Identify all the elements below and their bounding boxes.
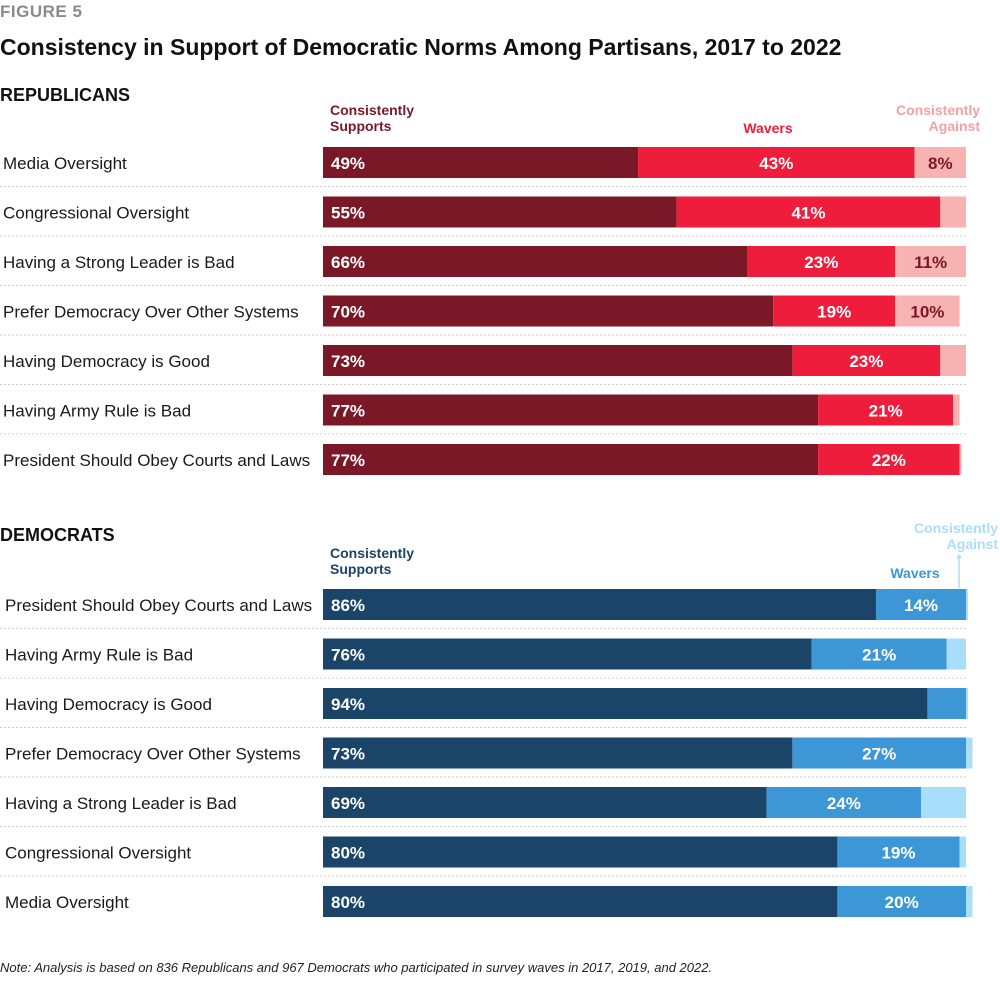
republicans-category-label-having-army-rule-is-bad: Having Army Rule is Bad: [3, 402, 191, 421]
republicans-bar-president-should-obey-courts-and-laws-wavers: [818, 444, 960, 475]
democrats-value-label-president-should-obey-courts-and-laws-consistently-supports: 86%: [331, 596, 365, 615]
republicans-bar-having-army-rule-is-bad-wavers: [818, 394, 954, 426]
republicans-bar-having-democracy-is-good-wavers: [792, 345, 941, 376]
democrats-bar-having-army-rule-is-bad-consistently-against: [946, 638, 966, 670]
democrats-value-label-media-oversight-wavers: 20%: [885, 893, 919, 912]
figure-label: FIGURE 5: [0, 2, 83, 21]
republicans-value-label-prefer-democracy-over-other-systems-consistently-supports: 70%: [331, 303, 365, 322]
republicans-value-label-president-should-obey-courts-and-laws-wavers: 22%: [872, 451, 906, 470]
chart-title: Consistency in Support of Democratic Nor…: [0, 34, 842, 60]
republicans-bar-having-democracy-is-good-consistently-supports: [323, 345, 793, 376]
democrats-value-label-having-a-strong-leader-is-bad-consistently-supports: 69%: [331, 794, 365, 813]
democrats-section-title: DEMOCRATS: [0, 525, 115, 545]
republicans-value-label-media-oversight-wavers: 43%: [759, 154, 793, 173]
democrats-bar-having-democracy-is-good-consistently-supports: [323, 688, 928, 719]
republicans-value-label-having-army-rule-is-bad-consistently-supports: 77%: [331, 402, 365, 421]
democrats-category-label-having-democracy-is-good: Having Democracy is Good: [5, 695, 212, 714]
democrats-bar-prefer-democracy-over-other-systems-wavers: [792, 737, 966, 769]
democrats-value-label-having-army-rule-is-bad-wavers: 21%: [862, 646, 896, 665]
democrats-value-label-having-a-strong-leader-is-bad-wavers: 24%: [827, 794, 861, 813]
democrats-bar-having-democracy-is-good-wavers: [927, 688, 966, 719]
democrats-category-label-prefer-democracy-over-other-systems: Prefer Democracy Over Other Systems: [5, 745, 301, 764]
republicans-value-label-president-should-obey-courts-and-laws-consistently-supports: 77%: [331, 451, 365, 470]
republicans-value-label-media-oversight-consistently-supports: 49%: [331, 154, 365, 173]
democrats-category-label-having-army-rule-is-bad: Having Army Rule is Bad: [5, 646, 193, 665]
republicans-bar-prefer-democracy-over-other-systems-consistently-supports: [323, 295, 774, 327]
republicans-value-label-prefer-democracy-over-other-systems-consistently-against: 10%: [910, 303, 944, 322]
republicans-bar-president-should-obey-courts-and-laws-consistently-against: [959, 444, 962, 475]
democrats-bar-president-should-obey-courts-and-laws-consistently-supports: [323, 589, 876, 620]
democrats-against-leader-dot: [957, 555, 961, 559]
democrats-bar-president-should-obey-courts-and-laws-wavers: [875, 589, 966, 620]
democrats-bar-having-a-strong-leader-is-bad-consistently-against: [920, 787, 966, 818]
democrats-bar-media-oversight-consistently-supports: [323, 886, 838, 917]
republicans-bar-media-oversight-wavers: [638, 147, 915, 178]
democrats-value-label-congressional-oversight-wavers: 19%: [881, 844, 915, 863]
republicans-category-label-prefer-democracy-over-other-systems: Prefer Democracy Over Other Systems: [3, 303, 299, 322]
republicans-value-label-congressional-oversight-wavers: 41%: [791, 204, 825, 223]
democrats-value-label-media-oversight-consistently-supports: 80%: [331, 893, 365, 912]
republicans-bar-president-should-obey-courts-and-laws-consistently-supports: [323, 444, 819, 475]
republicans-legend-consistently-against: Consistently Against: [896, 102, 980, 134]
democrats-category-label-media-oversight: Media Oversight: [5, 893, 129, 912]
republicans-bar-media-oversight-consistently-supports: [323, 147, 639, 178]
democrats-bar-media-oversight-wavers: [837, 886, 966, 917]
republicans-value-label-having-a-strong-leader-is-bad-consistently-against: 11%: [914, 253, 947, 272]
democrats-category-label-having-a-strong-leader-is-bad: Having a Strong Leader is Bad: [5, 794, 237, 813]
republicans-bar-having-army-rule-is-bad-consistently-supports: [323, 394, 819, 426]
democrats-bar-congressional-oversight-consistently-supports: [323, 836, 838, 868]
democrats-bar-congressional-oversight-wavers: [837, 836, 960, 868]
republicans-value-label-media-oversight-consistently-against: 8%: [928, 154, 953, 173]
republicans-bar-having-a-strong-leader-is-bad-consistently-against: [895, 246, 966, 277]
footnote: Note: Analysis is based on 836 Republica…: [0, 960, 713, 975]
democrats-bar-prefer-democracy-over-other-systems-consistently-against: [966, 737, 973, 769]
republicans-category-label-having-a-strong-leader-is-bad: Having a Strong Leader is Bad: [3, 253, 235, 272]
republicans-value-label-having-democracy-is-good-wavers: 23%: [849, 352, 883, 371]
republicans-bar-congressional-oversight-consistently-against: [940, 196, 966, 228]
republicans-category-label-having-democracy-is-good: Having Democracy is Good: [3, 352, 210, 371]
democrats-bar-having-a-strong-leader-is-bad-wavers: [766, 787, 921, 818]
democrats-value-label-president-should-obey-courts-and-laws-wavers: 14%: [904, 596, 938, 615]
democrats-category-label-president-should-obey-courts-and-laws: President Should Obey Courts and Laws: [5, 596, 312, 615]
republicans-category-label-media-oversight: Media Oversight: [3, 154, 127, 173]
democrats-bar-media-oversight-consistently-against: [966, 886, 973, 917]
republicans-bar-having-army-rule-is-bad-consistently-against: [953, 394, 960, 426]
democrats-legend-wavers: Wavers: [890, 565, 940, 581]
democrats-legend-consistently-against: Consistently Against: [914, 520, 998, 552]
democrats-value-label-prefer-democracy-over-other-systems-wavers: 27%: [862, 745, 896, 764]
republicans-bar-congressional-oversight-consistently-supports: [323, 196, 677, 228]
republicans-bar-having-a-strong-leader-is-bad-consistently-supports: [323, 246, 748, 277]
republicans-legend-wavers: Wavers: [743, 120, 793, 136]
democrats-bar-having-army-rule-is-bad-wavers: [811, 638, 947, 670]
democrats-bar-president-should-obey-courts-and-laws-consistently-against: [966, 589, 968, 620]
republicans-category-label-congressional-oversight: Congressional Oversight: [3, 204, 189, 223]
democrats-bar-prefer-democracy-over-other-systems-consistently-supports: [323, 737, 793, 769]
democrats-bar-having-army-rule-is-bad-consistently-supports: [323, 638, 812, 670]
republicans-value-label-having-democracy-is-good-consistently-supports: 73%: [331, 352, 365, 371]
democrats-value-label-having-army-rule-is-bad-consistently-supports: 76%: [331, 646, 365, 665]
republicans-value-label-having-a-strong-leader-is-bad-consistently-supports: 66%: [331, 253, 365, 272]
republicans-bar-having-democracy-is-good-consistently-against: [940, 345, 966, 376]
democrats-legend-consistently-supports: Consistently Supports: [330, 545, 414, 577]
republicans-section-title: REPUBLICANS: [0, 85, 131, 105]
republicans-bar-prefer-democracy-over-other-systems-wavers: [773, 295, 896, 327]
republicans-bar-prefer-democracy-over-other-systems-consistently-against: [895, 295, 960, 327]
republicans-value-label-congressional-oversight-consistently-supports: 55%: [331, 204, 365, 223]
democrats-category-label-congressional-oversight: Congressional Oversight: [5, 844, 191, 863]
republicans-category-label-president-should-obey-courts-and-laws: President Should Obey Courts and Laws: [3, 451, 310, 470]
democrats-bar-having-a-strong-leader-is-bad-consistently-supports: [323, 787, 767, 818]
democrats-bar-having-democracy-is-good-consistently-against: [966, 688, 968, 719]
democrats-value-label-congressional-oversight-consistently-supports: 80%: [331, 844, 365, 863]
republicans-value-label-prefer-democracy-over-other-systems-wavers: 19%: [817, 303, 851, 322]
republicans-legend-consistently-supports: Consistently Supports: [330, 102, 414, 134]
republicans-value-label-having-army-rule-is-bad-wavers: 21%: [869, 402, 903, 421]
republicans-bar-having-a-strong-leader-is-bad-wavers: [747, 246, 896, 277]
democrats-value-label-prefer-democracy-over-other-systems-consistently-supports: 73%: [331, 745, 365, 764]
democrats-value-label-having-democracy-is-good-consistently-supports: 94%: [331, 695, 365, 714]
republicans-value-label-having-a-strong-leader-is-bad-wavers: 23%: [804, 253, 838, 272]
democrats-bar-congressional-oversight-consistently-against: [959, 836, 966, 868]
republicans-bar-media-oversight-consistently-against: [914, 147, 966, 178]
republicans-bar-congressional-oversight-wavers: [676, 196, 941, 228]
